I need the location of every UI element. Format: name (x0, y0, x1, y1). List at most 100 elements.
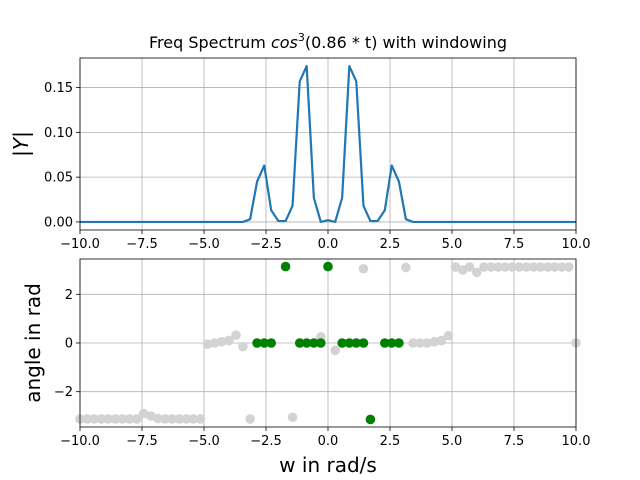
x-tick-label: −7.5 (126, 434, 158, 449)
phase-point (486, 262, 496, 272)
title-arg: (0.86 * t) (305, 33, 378, 52)
title-power: 3 (298, 31, 305, 44)
phase-point (401, 262, 411, 273)
phase-point (202, 339, 213, 350)
phase-point (358, 263, 369, 274)
y-tick-label: 2 (65, 288, 73, 303)
significant-phase-point (344, 338, 355, 348)
significant-phase-point (351, 338, 362, 348)
y-tick-label: 0.00 (44, 215, 73, 230)
phase-point (542, 262, 553, 272)
significant-phase-point (280, 261, 291, 272)
phase-point (493, 262, 503, 272)
phase-point (535, 262, 546, 272)
bottom-grid (79, 259, 577, 427)
phase-point (514, 262, 525, 272)
significant-phase-point (266, 338, 277, 348)
x-tick-label: 10.0 (562, 237, 591, 252)
x-tick-label: 0.0 (318, 434, 339, 449)
significant-phase-point (259, 338, 270, 348)
phase-point (464, 262, 475, 272)
phase-point (103, 414, 114, 424)
bottom-x-ticks: −10.0 −7.5 −5.0 −2.5 0.0 2.5 5.0 7.5 10.0 (60, 427, 590, 449)
x-tick-label: −10.0 (60, 237, 100, 252)
phase-point (195, 414, 206, 424)
x-tick-label: 0.0 (318, 237, 339, 252)
bottom-y-axis-label: angle in rad (21, 283, 45, 403)
significant-phase-point (301, 338, 312, 348)
phase-point (174, 414, 184, 424)
phase-point (153, 413, 163, 424)
x-tick-label: −10.0 (60, 434, 100, 449)
top-y-ticks: 0.00 0.05 0.10 0.15 (44, 81, 80, 230)
phase-point (436, 335, 447, 346)
title-suffix: with windowing (377, 33, 507, 52)
phase-point (564, 262, 574, 272)
phase-point (450, 262, 461, 272)
y-tick-label: 0.10 (44, 126, 73, 141)
phase-point (500, 262, 510, 272)
phase-point (82, 414, 92, 424)
phase-point (472, 267, 482, 278)
significant-phase-point (309, 338, 319, 348)
x-tick-label: −7.5 (126, 237, 158, 252)
top-y-axis-label: |Y| (9, 131, 33, 157)
phase-point (216, 336, 227, 347)
significant-phase-point (379, 338, 390, 348)
title-prefix: Freq Spectrum (149, 33, 271, 52)
phase-point (188, 414, 199, 424)
phase-point (330, 345, 340, 356)
x-tick-label: −5.0 (188, 237, 220, 252)
phase-point (528, 262, 539, 272)
phase-point (287, 412, 298, 423)
y-tick-label: −2 (54, 385, 73, 400)
phase-point (557, 262, 567, 272)
x-tick-label: −5.0 (188, 434, 220, 449)
significant-phase-point (294, 338, 305, 348)
y-tick-label: 0.15 (44, 81, 73, 96)
phase-point (521, 262, 532, 272)
significant-phase-point (252, 338, 262, 348)
significant-phase-point (365, 414, 376, 425)
significant-phase-point (316, 338, 326, 348)
top-grid (79, 58, 577, 230)
top-x-ticks: −10.0 −7.5 −5.0 −2.5 0.0 2.5 5.0 7.5 10.0 (60, 230, 590, 252)
significant-phase-point (394, 338, 404, 348)
x-tick-label: 7.5 (504, 434, 525, 449)
phase-point (89, 414, 99, 424)
x-tick-label: 10.0 (562, 434, 591, 449)
phase-point (181, 414, 192, 424)
phase-point (110, 414, 121, 424)
phase-point (231, 330, 241, 341)
phase-point (422, 338, 433, 348)
phase-point (124, 414, 135, 424)
phase-point (479, 262, 489, 272)
phase-point (443, 330, 454, 341)
bottom-plot-data (75, 261, 581, 425)
top-plot-data (80, 64, 576, 224)
significant-phase-point (386, 338, 397, 348)
x-tick-label: −2.5 (250, 237, 282, 252)
phase-point (131, 414, 142, 424)
x-tick-label: 7.5 (504, 237, 525, 252)
phase-point (408, 338, 418, 348)
phase-point (238, 341, 248, 352)
phase-point (549, 262, 560, 272)
x-tick-label: 2.5 (380, 237, 401, 252)
phase-point (245, 414, 255, 424)
top-plot-title: Freq Spectrum cos3(0.86 * t) with window… (149, 31, 507, 52)
phase-point (507, 262, 518, 272)
significant-phase-point (323, 261, 333, 272)
y-tick-label: 0.05 (44, 171, 73, 186)
phase-point (96, 414, 107, 424)
phase-point (160, 414, 170, 424)
x-tick-label: −2.5 (250, 434, 282, 449)
y-tick-label: 0 (65, 337, 73, 352)
phase-point (167, 414, 177, 424)
phase-point (224, 335, 234, 346)
phase-point (415, 338, 425, 348)
bottom-x-axis-label: w in rad/s (279, 453, 377, 477)
x-tick-label: 2.5 (380, 434, 401, 449)
phase-point (117, 414, 128, 424)
